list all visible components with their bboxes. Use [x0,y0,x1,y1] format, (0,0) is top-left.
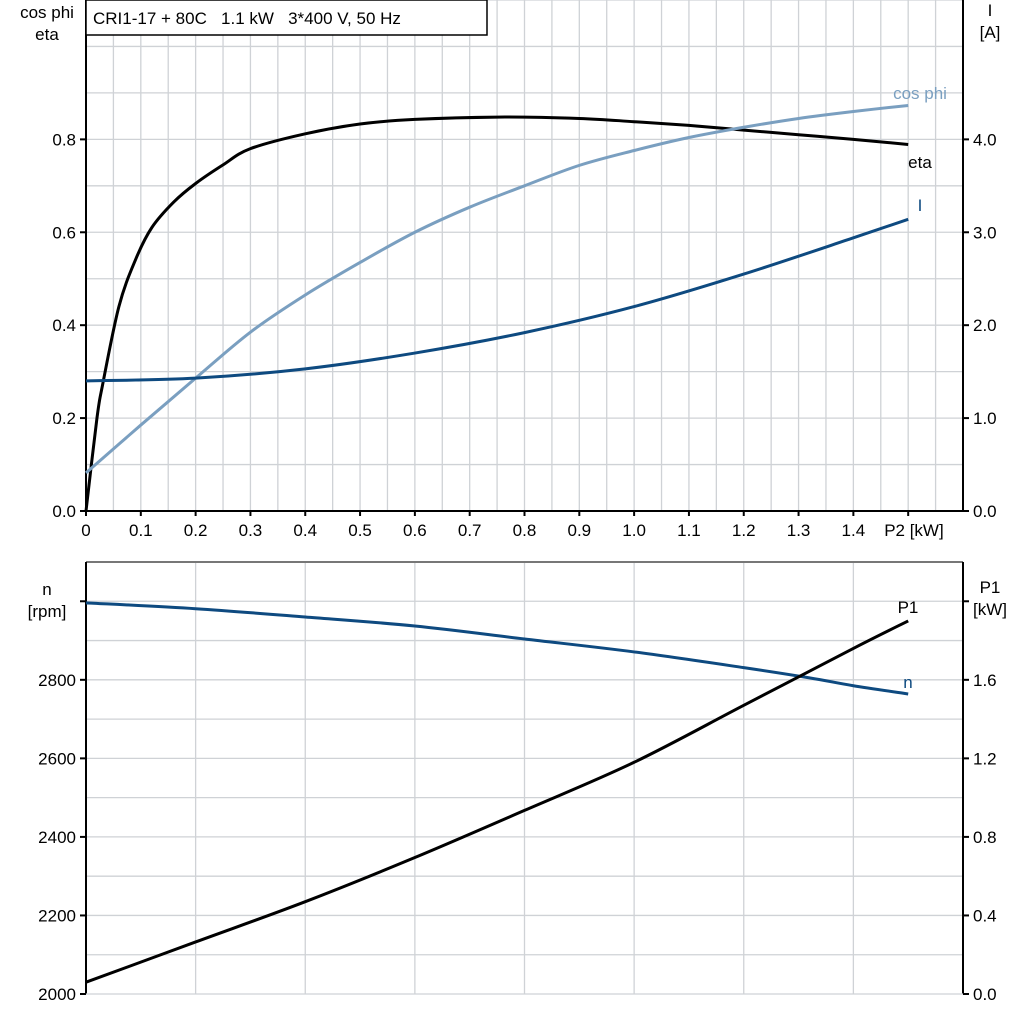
left-axis-label: [rpm] [28,602,67,621]
series-label-n: n [903,673,912,692]
chart-title: CRI1-17 + 80C 1.1 kW 3*400 V, 50 Hz [93,9,401,28]
x-tick-label: 0.6 [403,521,427,540]
right-tick-label: 1.2 [973,749,997,768]
series-label-p1: P1 [898,598,919,617]
left-tick-label: 2600 [38,749,76,768]
left-tick-label: 0.2 [52,409,76,428]
x-axis-label: P2 [kW] [884,521,944,540]
left-tick-label: 0.8 [52,130,76,149]
series-line-cos-phi [85,103,909,475]
right-axis-label: [A] [980,23,1001,42]
x-tick-label: 1.3 [787,521,811,540]
right-tick-label: 0.0 [973,985,997,1004]
left-tick-label: 0.0 [52,502,76,521]
right-axis-label: P1 [980,578,1001,597]
right-tick-label: 0.4 [973,906,997,925]
right-tick-label: 1.6 [973,671,997,690]
right-tick-label: 0.8 [973,828,997,847]
right-axis-label: I [988,1,993,20]
series-label-i: I [918,196,923,215]
left-tick-label: 2200 [38,906,76,925]
x-tick-label: 1.2 [732,521,756,540]
series-label-eta: eta [908,153,932,172]
title-box: CRI1-17 + 80C 1.1 kW 3*400 V, 50 Hz [85,0,488,36]
left-tick-label: 0.6 [52,223,76,242]
left-tick-label: 2800 [38,671,76,690]
series-label-cos-phi: cos phi [893,84,947,103]
right-tick-label: 1.0 [973,409,997,428]
right-tick-label: 4.0 [973,130,997,149]
right-tick-label: 2.0 [973,316,997,335]
x-tick-label: 0 [81,521,90,540]
x-tick-label: 0.2 [184,521,208,540]
x-tick-label: 0.1 [129,521,153,540]
left-axis-label: n [42,580,51,599]
x-tick-label: 1.1 [677,521,701,540]
series-line-i [85,217,909,383]
series-line-p1 [85,619,909,984]
left-tick-label: 2000 [38,985,76,1004]
right-tick-label: 3.0 [973,223,997,242]
x-tick-label: 0.7 [458,521,482,540]
x-tick-label: 1.0 [622,521,646,540]
right-axis-label: [kW] [973,600,1007,619]
x-tick-label: 0.9 [567,521,591,540]
x-tick-label: 0.8 [513,521,537,540]
right-tick-label: 0.0 [973,502,997,521]
left-axis-label: cos phi [20,3,74,22]
left-tick-label: 0.4 [52,316,76,335]
left-tick-label: 2400 [38,828,76,847]
x-tick-label: 0.5 [348,521,372,540]
left-axis-label: eta [35,25,59,44]
x-tick-label: 0.3 [239,521,263,540]
top-plot: 0.0 0.2 0.4 0.6 0.8 0.0 1.0 2.0 3.0 4.0 0 0.1 0.2 0.3… [20,0,1000,540]
series-line-n [85,601,909,696]
series-line-eta [84,115,909,512]
x-tick-label: 0.4 [293,521,317,540]
bottom-plot: 2000 2200 2400 2600 2800 0.0 0.4 0.8 1.2 1.6 n [rpm… [28,561,1007,1004]
x-tick-label: 1.4 [842,521,866,540]
